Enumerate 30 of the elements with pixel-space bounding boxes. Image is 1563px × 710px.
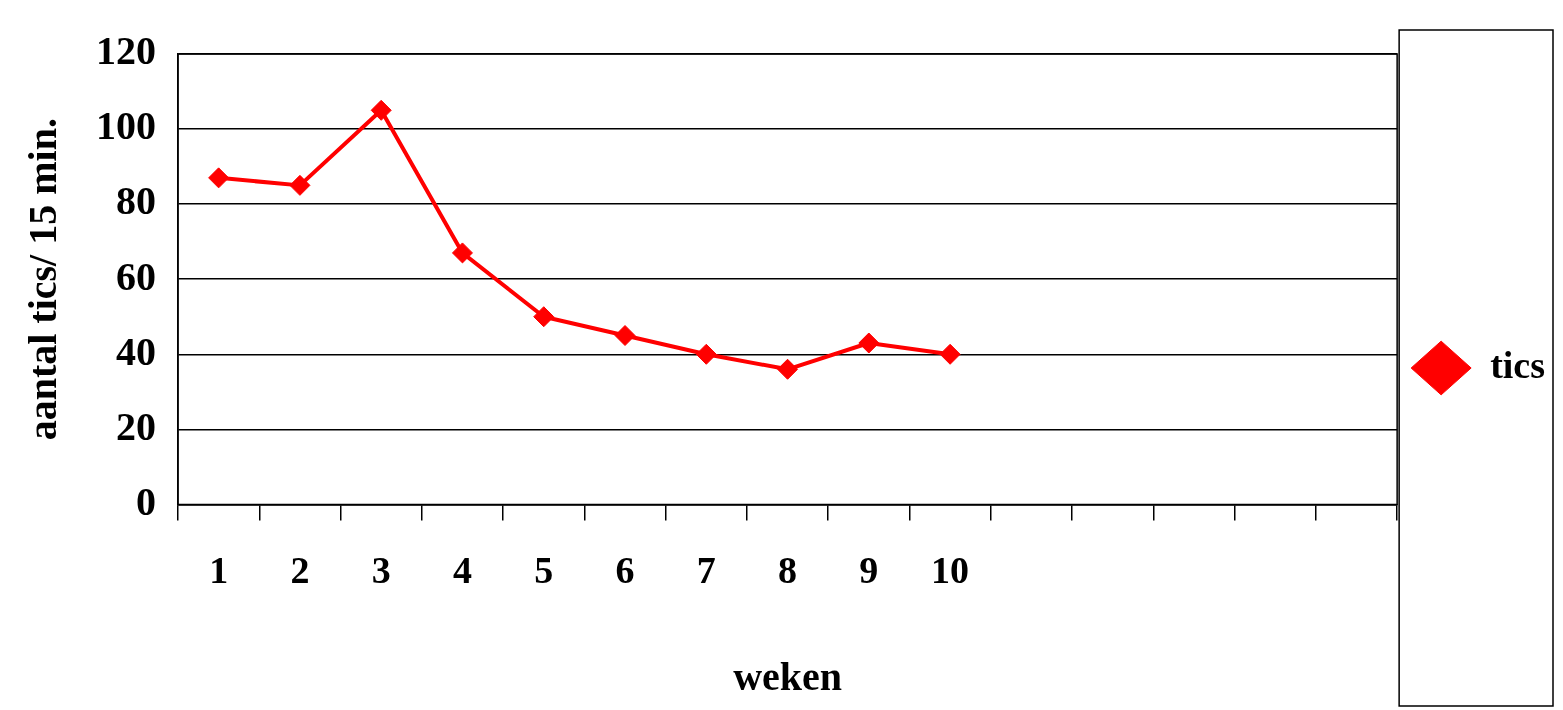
point <box>939 343 961 365</box>
x-tick-label: 8 <box>778 549 798 592</box>
x-tick-label: 1 <box>209 549 229 592</box>
legend-label: tics <box>1490 343 1546 386</box>
x-tick-label: 3 <box>371 549 391 592</box>
x-tick-label: 2 <box>290 549 310 592</box>
point <box>370 99 392 121</box>
point <box>289 174 311 196</box>
y-tick-label: 120 <box>96 28 156 74</box>
point <box>208 167 230 189</box>
x-tick-label: 6 <box>615 549 635 592</box>
y-tick-label: 80 <box>116 178 156 224</box>
y-tick-label: 0 <box>136 478 156 524</box>
x-tick-label: 7 <box>696 549 716 592</box>
x-tick-label: 10 <box>931 549 970 592</box>
x-tick-label: 4 <box>452 549 472 592</box>
y-tick-label: 60 <box>116 253 156 299</box>
x-tick-label: 5 <box>534 549 554 592</box>
y-axis-title: aantal tics/ 15 min. <box>20 118 66 441</box>
y-tick-label: 100 <box>96 103 156 149</box>
y-tick-label: 40 <box>116 328 156 374</box>
point <box>451 242 473 264</box>
point <box>858 332 880 354</box>
point <box>533 306 555 328</box>
y-tick-label: 20 <box>116 403 156 449</box>
point <box>614 325 636 346</box>
x-tick-label: 9 <box>859 549 879 592</box>
x-axis-title: weken <box>733 654 843 700</box>
point <box>695 343 717 365</box>
point <box>777 358 799 380</box>
